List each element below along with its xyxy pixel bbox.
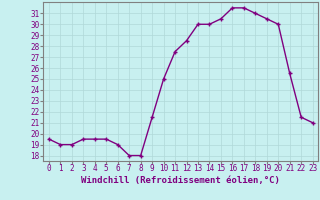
X-axis label: Windchill (Refroidissement éolien,°C): Windchill (Refroidissement éolien,°C) (81, 176, 280, 185)
